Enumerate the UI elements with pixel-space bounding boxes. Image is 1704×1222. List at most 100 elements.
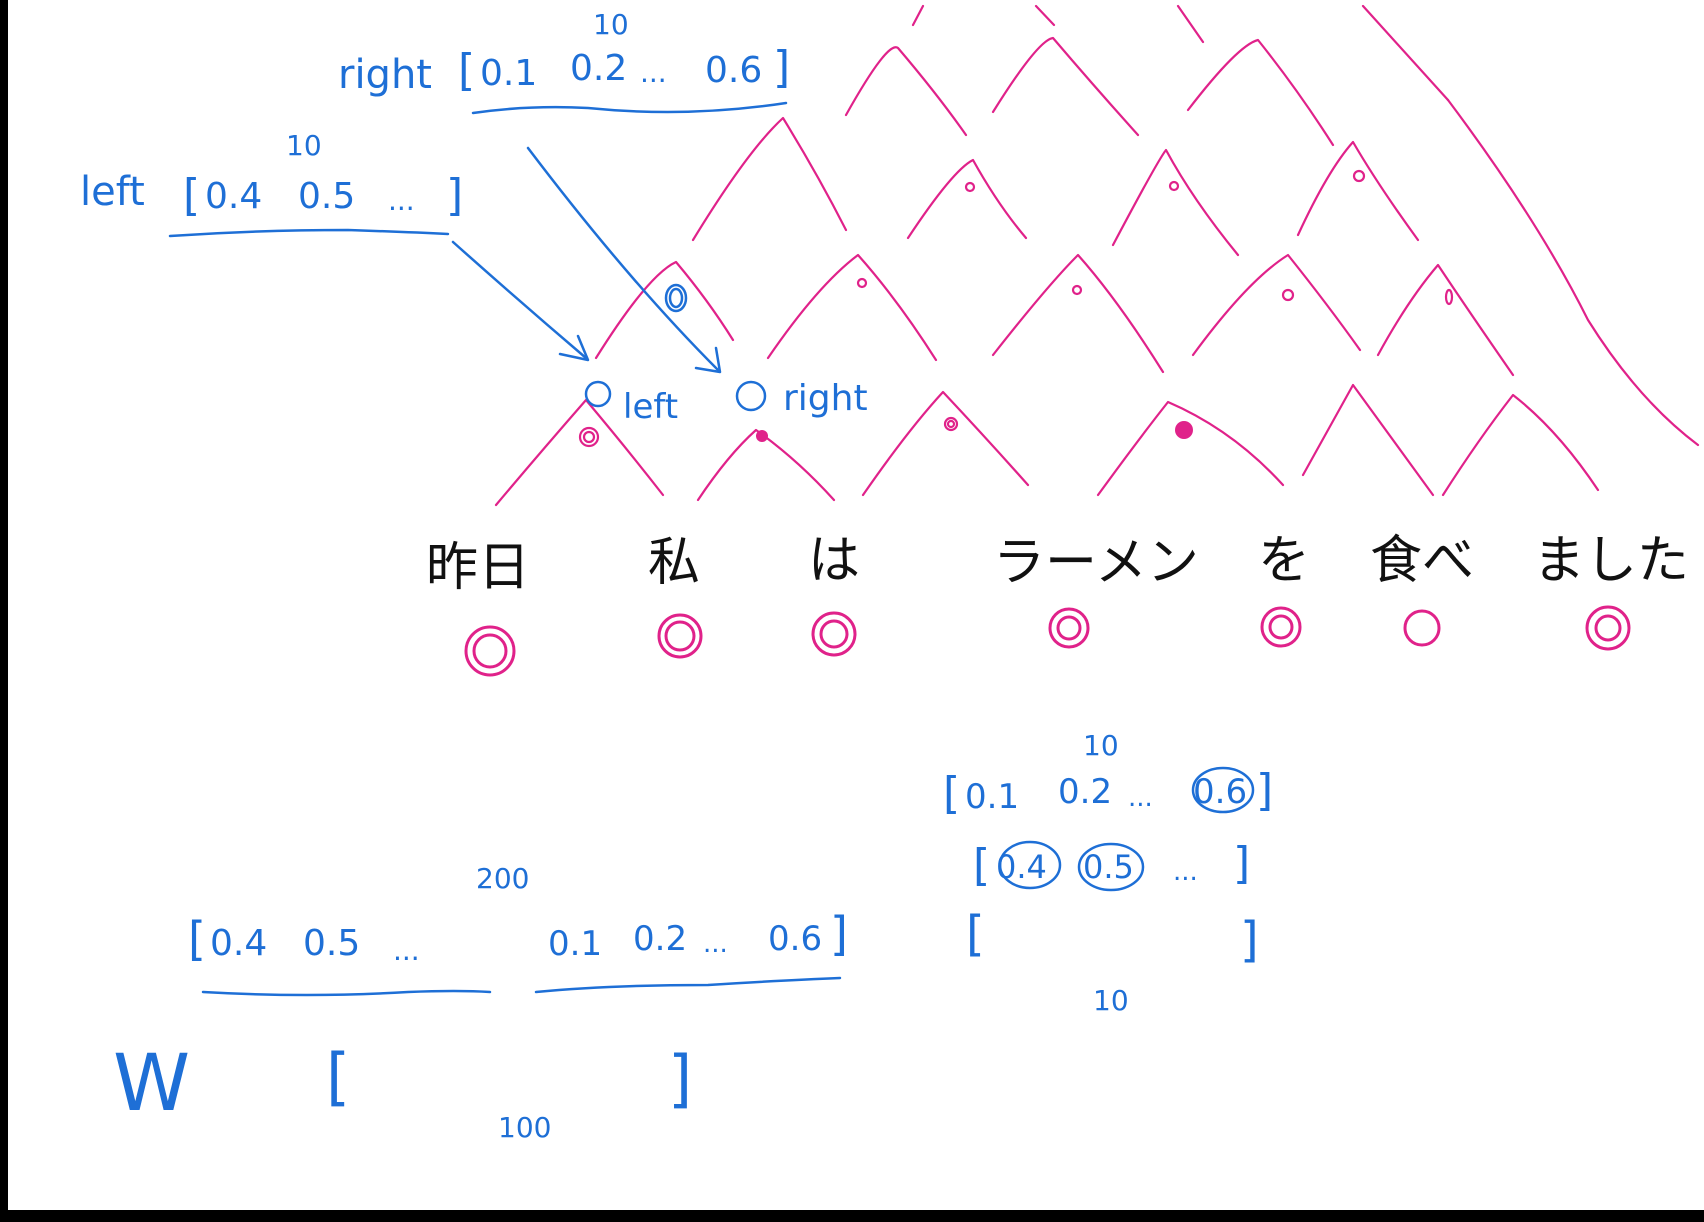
right-arrow [526,146,720,372]
concat-bracket-open: [ [188,912,206,966]
tree-peak [1186,38,1335,147]
filled-node-icon [756,430,768,442]
token-1: 昨日 [426,538,530,598]
concat-right-ellipsis: ... [703,929,728,959]
left-vector-bracket-open: [ [183,170,200,221]
sentence: 昨日 私 は ラーメン を 食べ ました [426,531,1689,598]
left-arrow [451,240,588,360]
concat-right-value-last: 0.6 [768,919,822,959]
node-right-label: right [783,378,868,419]
word-node-icon [1403,609,1441,647]
token-4: ラーメン [993,533,1199,593]
parent-node-icon [668,287,684,309]
right-vector-value-last: 0.6 [705,50,762,91]
filled-nodes [756,421,1193,442]
matrix-dim-label: 100 [498,1111,551,1144]
tree-peak [594,260,735,360]
concat-dim-label: 200 [476,862,529,895]
word-node-icon [472,633,508,669]
word-node-icon [664,620,696,652]
tree-peak [1376,263,1515,377]
row1-ellipsis: ... [1128,783,1153,813]
matrix-bracket-open: [ [326,1040,350,1113]
right-vector-bracket-close: ] [773,42,790,93]
concatenated-vector: 200 [ 0.4 0.5 ... 0.1 0.2 ... 0.6 ] [188,862,848,967]
token-3: は [808,531,860,591]
word-node-icon [811,611,857,657]
tree-node-icon [1352,169,1366,183]
right-vector-annotation: 10 right [ 0.1 0.2 ... 0.6 ] [338,8,790,98]
whiteboard-drawing: 昨日 私 は ラーメン を 食べ ました 10 right [ 0.1 0.2 … [80,4,1700,1144]
left-vector-value-2: 0.5 [298,176,355,217]
whiteboard-canvas: 昨日 私 は ラーメン を 食べ ました 10 right [ 0.1 0.2 … [8,0,1704,1210]
tree-peak [691,116,848,242]
word-node-icon [1585,605,1631,651]
concat-bracket-close: ] [830,907,848,961]
tree-node-icon [1168,180,1180,192]
tree-peak [696,428,836,502]
left-vector-underline [168,228,450,238]
filled-node-icon [1175,421,1193,439]
tree-edge [1446,98,1700,447]
concat-left-value-1: 0.4 [210,923,267,964]
word-circles [464,605,1631,677]
blue-strokes [168,101,788,412]
selected-value-icon [998,840,1062,890]
row1-value-2: 0.2 [1058,772,1112,812]
tree-peak [1096,400,1285,497]
word-node-icon [1048,607,1090,649]
row3-bracket-open: [ [966,906,985,962]
left-vector-value-1: 0.4 [205,176,262,217]
left-node-icon [584,380,612,408]
matrix-bracket-close: ] [668,1042,692,1115]
right-vector-value-2: 0.2 [570,48,627,89]
word-node-icon [819,619,849,649]
right-node-icon [735,380,767,412]
parent-node-icon [664,283,688,313]
row2-bracket-open: [ [973,840,990,891]
node-left-label: left [623,387,678,427]
tree-peak [1191,253,1362,357]
tree-peak [1111,148,1240,257]
tree-node-icon [856,277,868,289]
tree-peak [494,398,665,507]
tree-peak [766,253,938,362]
tree-peak [911,4,1450,102]
tree-node-icon [943,416,959,432]
selection-circles [998,766,1255,892]
row2-ellipsis: ... [1173,857,1198,887]
concat-right-value-1: 0.1 [548,924,602,964]
stacked-dim-top: 10 [1083,729,1119,762]
matrix-label: W [113,1039,190,1129]
tree-peak [861,390,1030,497]
parse-tree-lattice [494,4,1700,507]
tree-peak [844,46,968,137]
tree-node-icon [1444,288,1454,306]
word-node-icon [1268,614,1294,640]
row1-value-1: 0.1 [965,777,1019,817]
tree-peak [1296,140,1420,242]
concat-left-underline [201,989,492,997]
token-6: 食べ [1370,531,1474,591]
concat-left-value-2: 0.5 [303,923,360,964]
right-vector-label: right [338,52,432,98]
row3-bracket-close: ] [1240,912,1259,968]
right-vector-underline [471,101,788,115]
word-node-icon [657,613,703,659]
left-vector-ellipsis: ... [388,184,415,217]
row2-bracket-close: ] [1233,838,1250,889]
selected-value-icon [1191,766,1255,814]
word-node-icon [1260,606,1302,648]
left-vector-bracket-close: ] [446,170,463,221]
tree-node-icon [946,419,956,429]
row2-value-2: 0.5 [1083,848,1134,886]
right-vector-value-1: 0.1 [480,53,537,94]
tree-peak [991,36,1140,137]
tree-node-icon [1281,288,1295,302]
right-vector-bracket-open: [ [458,45,475,96]
tree-node-icon [582,430,596,444]
tree-peak [1301,383,1435,497]
tree-peak [1441,393,1600,497]
token-7: ました [1533,531,1689,591]
tree-peak [906,158,1028,240]
